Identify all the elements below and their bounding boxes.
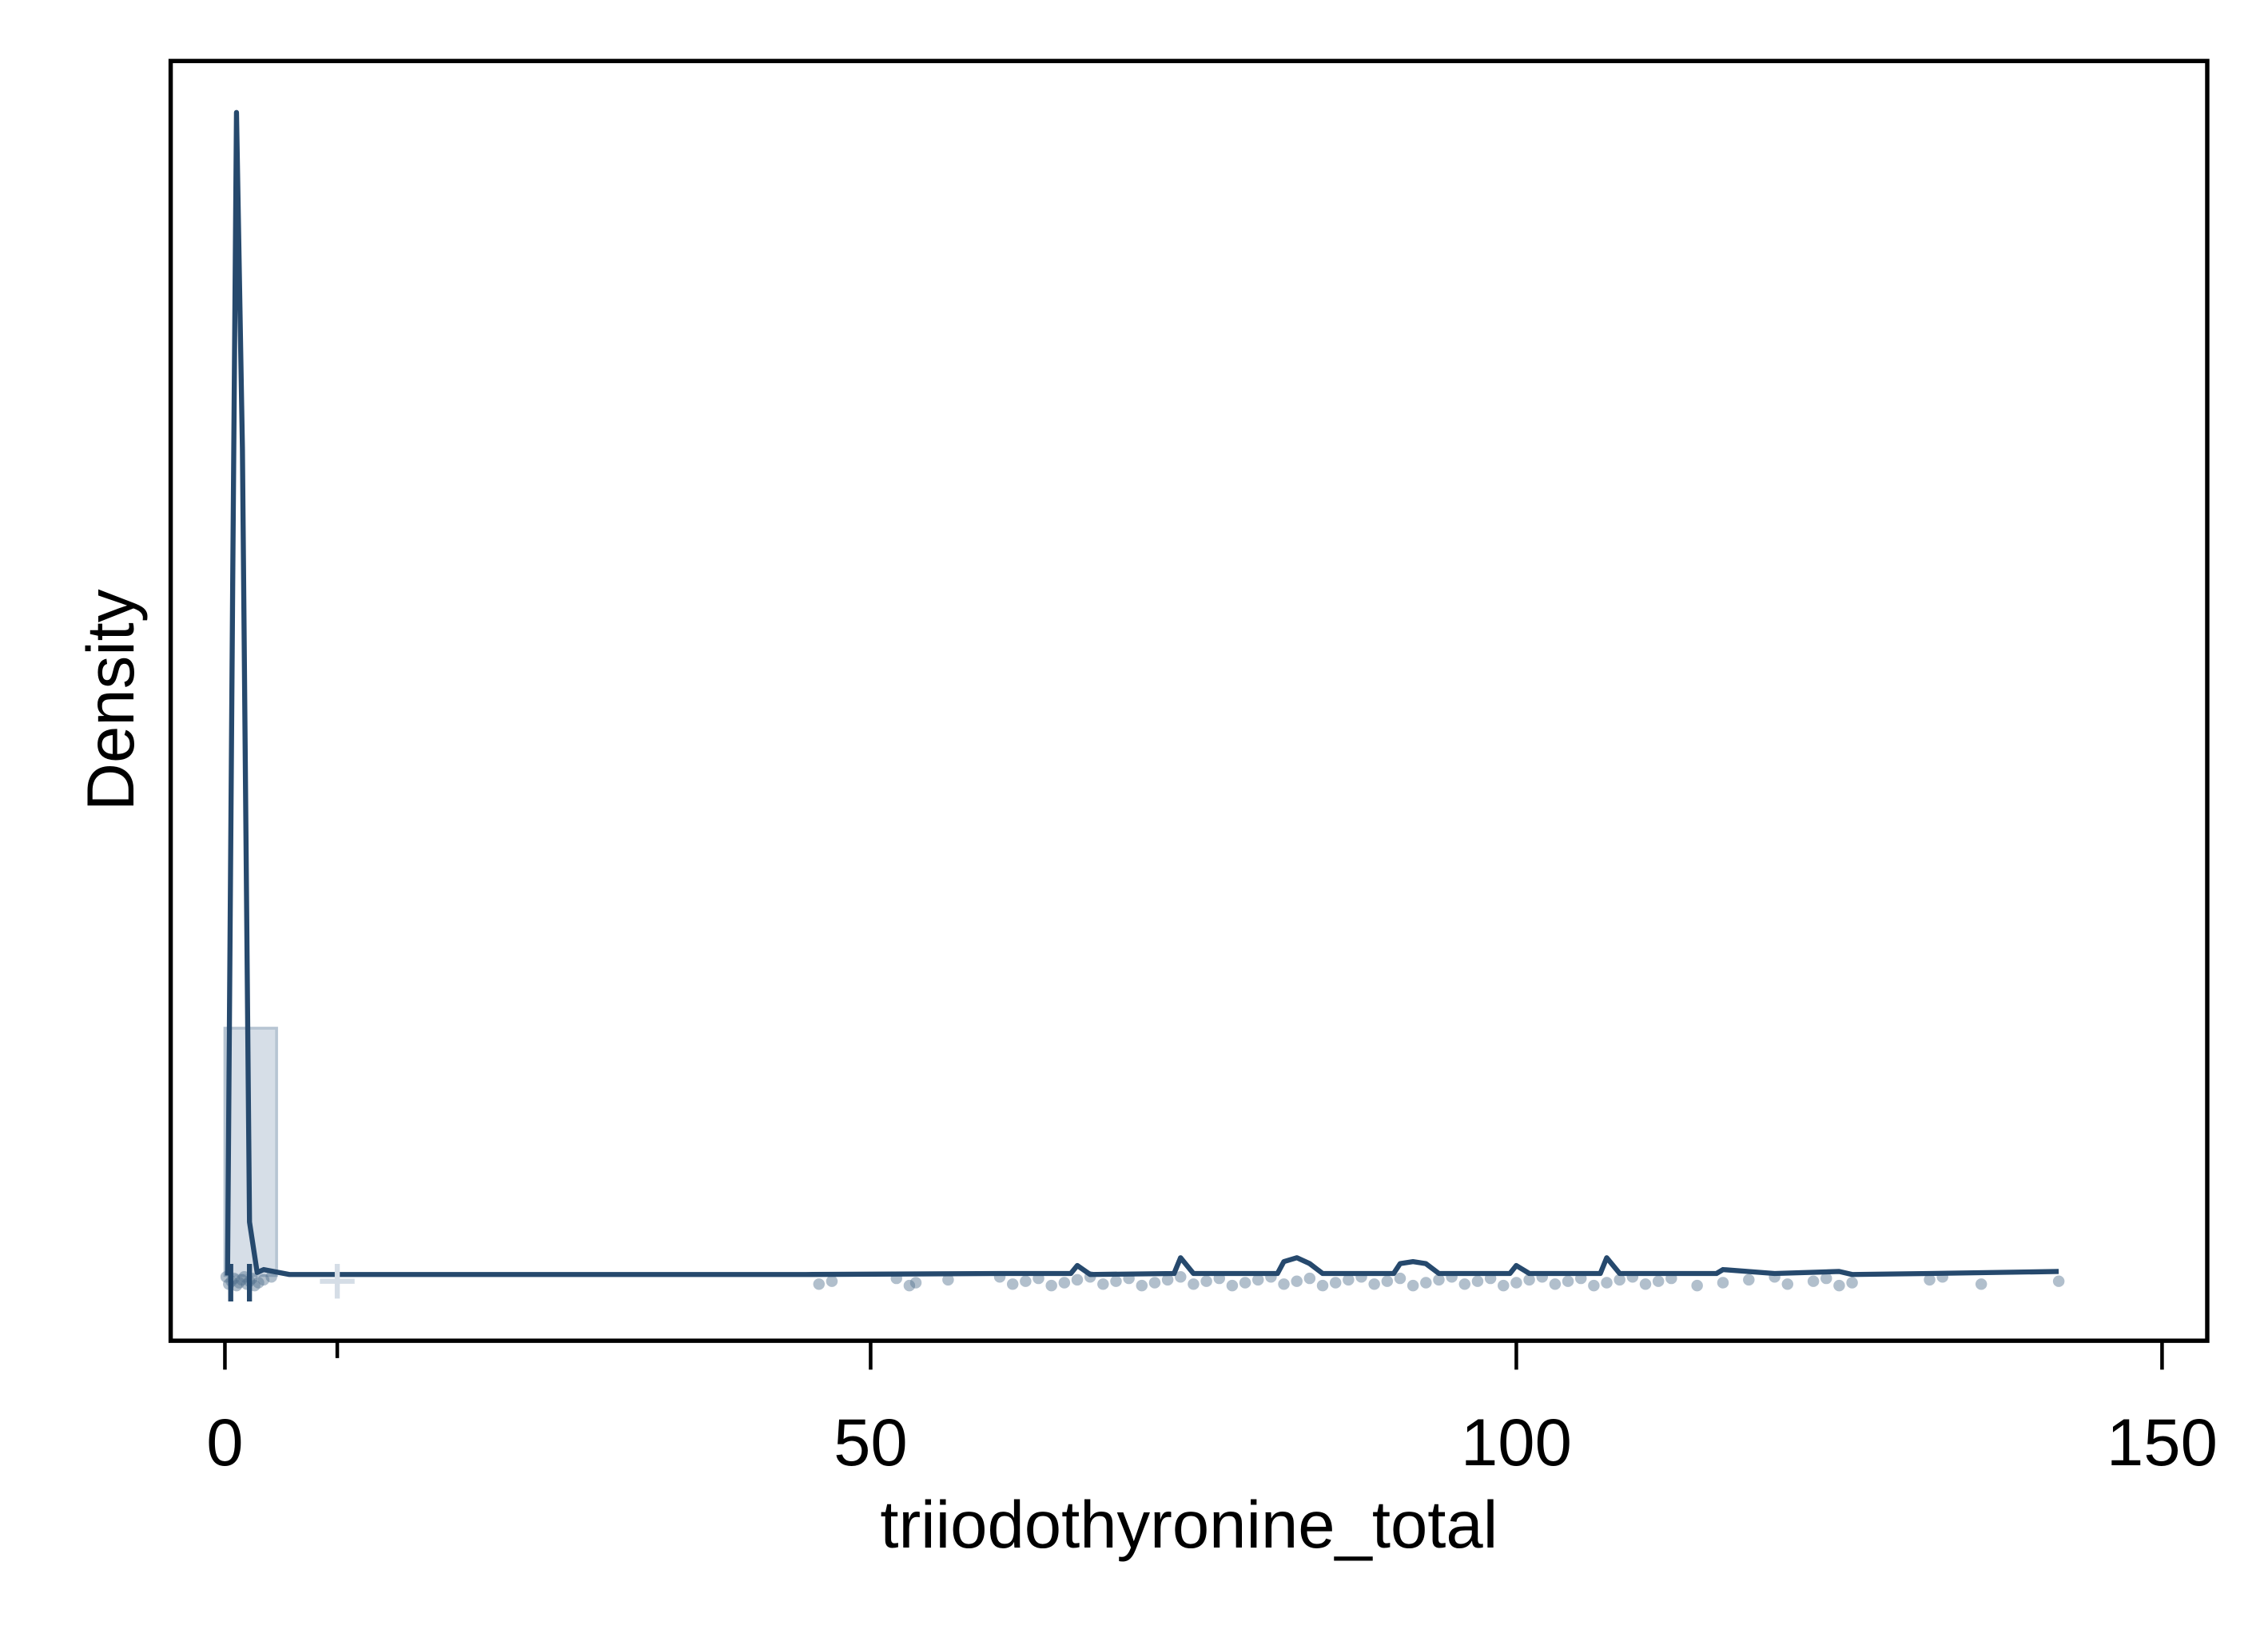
data-point bbox=[1420, 1277, 1432, 1289]
data-point bbox=[1458, 1278, 1471, 1290]
x-tick-label: 150 bbox=[2107, 1405, 2218, 1480]
data-point bbox=[1343, 1274, 1355, 1286]
data-point bbox=[1226, 1279, 1239, 1292]
data-point bbox=[1071, 1274, 1084, 1286]
data-point bbox=[909, 1277, 922, 1289]
data-point bbox=[253, 1277, 265, 1289]
data-point bbox=[1161, 1274, 1174, 1286]
data-point bbox=[1588, 1279, 1600, 1292]
data-point bbox=[1639, 1278, 1652, 1290]
data-point bbox=[1613, 1274, 1625, 1286]
data-point bbox=[1175, 1271, 1187, 1283]
x-tick-label: 0 bbox=[206, 1405, 243, 1480]
data-point bbox=[1549, 1278, 1562, 1290]
data-point bbox=[1471, 1275, 1484, 1287]
data-point bbox=[1303, 1272, 1316, 1285]
data-point bbox=[813, 1278, 826, 1290]
data-point bbox=[1006, 1278, 1019, 1290]
data-point bbox=[1239, 1277, 1251, 1289]
data-point bbox=[1717, 1277, 1729, 1289]
data-point bbox=[1510, 1277, 1522, 1289]
data-point bbox=[236, 1274, 248, 1286]
data-point bbox=[1316, 1279, 1329, 1292]
data-point bbox=[1058, 1277, 1071, 1289]
data-point bbox=[1433, 1274, 1445, 1286]
data-point bbox=[1781, 1278, 1794, 1290]
data-point bbox=[257, 1274, 270, 1286]
data-point bbox=[1498, 1279, 1510, 1292]
data-point bbox=[1924, 1274, 1936, 1286]
data-point bbox=[1807, 1275, 1820, 1287]
data-point bbox=[1045, 1279, 1057, 1292]
data-point bbox=[1368, 1278, 1380, 1290]
data-point bbox=[1601, 1277, 1613, 1289]
x-tick-label: 50 bbox=[834, 1405, 908, 1480]
y-axis-label: Density bbox=[74, 589, 148, 811]
data-point bbox=[1136, 1279, 1148, 1292]
data-point bbox=[1562, 1275, 1574, 1287]
data-point bbox=[1251, 1274, 1264, 1286]
data-point bbox=[1846, 1277, 1858, 1289]
data-point bbox=[1975, 1278, 1987, 1290]
kde-line bbox=[225, 109, 2059, 1277]
data-point bbox=[1394, 1272, 1407, 1285]
data-point bbox=[1820, 1272, 1832, 1285]
data-point bbox=[1833, 1279, 1845, 1292]
data-point bbox=[1691, 1279, 1703, 1292]
data-point bbox=[1020, 1275, 1032, 1287]
data-point bbox=[1523, 1274, 1535, 1286]
data-point bbox=[1291, 1275, 1303, 1287]
x-tick-label: 100 bbox=[1461, 1405, 1572, 1480]
data-point bbox=[1652, 1275, 1665, 1287]
data-point bbox=[1278, 1278, 1290, 1290]
data-point bbox=[1148, 1277, 1161, 1289]
data-point bbox=[903, 1279, 916, 1292]
data-point bbox=[2052, 1275, 2065, 1287]
data-point bbox=[233, 1277, 245, 1289]
data-point bbox=[826, 1275, 838, 1287]
mean-marker bbox=[320, 1263, 355, 1299]
data-point bbox=[1329, 1277, 1342, 1289]
data-point bbox=[1381, 1275, 1394, 1287]
data-point bbox=[942, 1274, 954, 1286]
x-axis-label: triiodothyronine_total bbox=[880, 1488, 1498, 1562]
data-point bbox=[1110, 1275, 1122, 1287]
data-point bbox=[1743, 1274, 1755, 1286]
data-point bbox=[1097, 1278, 1109, 1290]
data-point bbox=[1188, 1278, 1200, 1290]
data-point bbox=[230, 1279, 243, 1292]
plot-frame bbox=[168, 58, 2210, 1343]
data-point bbox=[1407, 1279, 1419, 1292]
data-point bbox=[1200, 1275, 1212, 1287]
